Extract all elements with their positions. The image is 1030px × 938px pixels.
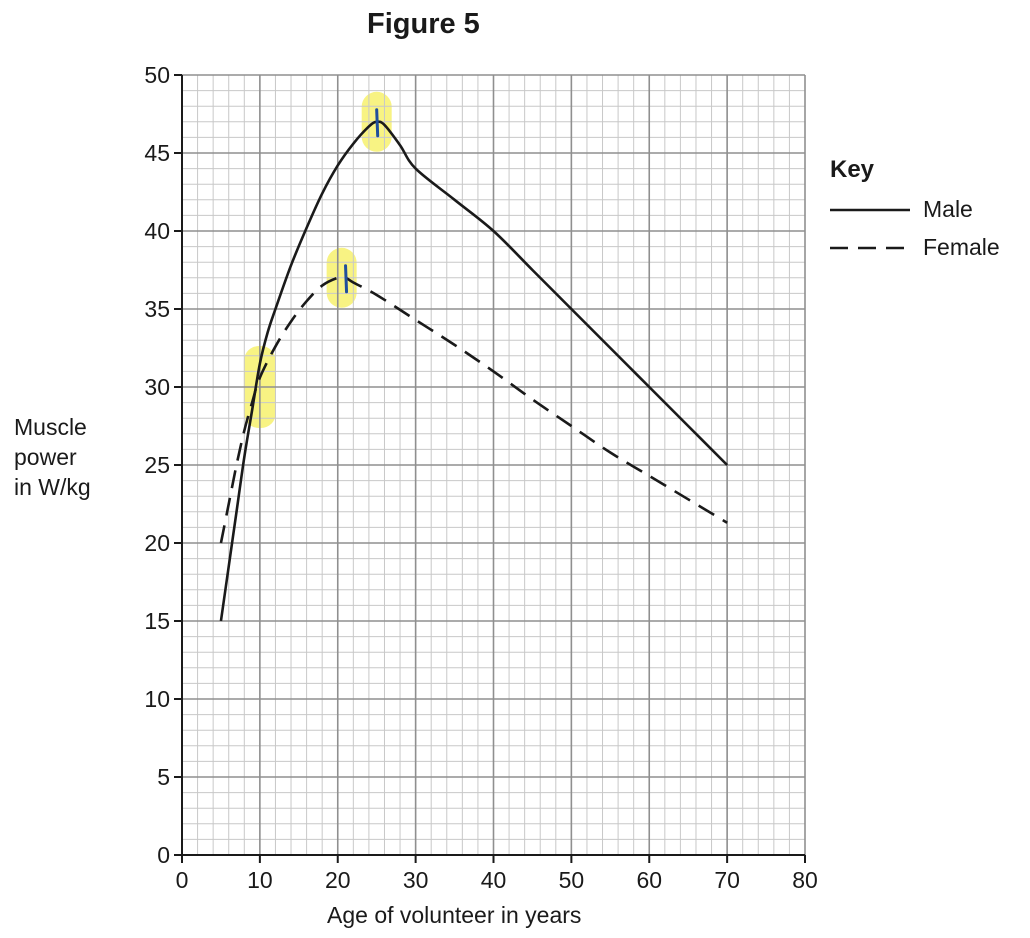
y-tick-label: 5 <box>157 764 170 790</box>
marker-layer <box>344 108 380 294</box>
legend-label-female: Female <box>923 234 1000 260</box>
tick-labels: 0 5 10 15 20 25 30 35 40 45 50 0 10 20 30 40 50 60 70 80 <box>144 62 817 893</box>
legend-title: Key <box>830 156 875 183</box>
y-tick-label: 10 <box>144 686 170 712</box>
y-tick-label: 35 <box>144 296 170 322</box>
x-tick-label: 50 <box>559 867 585 893</box>
y-axis-label-line: power <box>14 444 77 470</box>
series-line-male <box>219 120 729 622</box>
y-tick-label: 15 <box>144 608 170 634</box>
series-line-female <box>219 275 728 544</box>
y-tick-label: 40 <box>144 218 170 244</box>
x-tick-label: 0 <box>176 867 189 893</box>
y-tick-label: 25 <box>144 452 170 478</box>
y-tick-label: 30 <box>144 374 170 400</box>
axes <box>174 74 806 863</box>
y-tick-label: 50 <box>144 62 170 88</box>
x-tick-label: 20 <box>325 867 351 893</box>
y-axis-label: Muscle power in W/kg <box>14 412 134 502</box>
x-tick-label: 80 <box>792 867 818 893</box>
y-axis-label-line: Muscle <box>14 414 87 440</box>
x-tick-label: 70 <box>714 867 740 893</box>
series-layer <box>219 120 729 622</box>
peak-marker <box>375 108 380 138</box>
highlight-layer <box>243 91 392 428</box>
legend-label-male: Male <box>923 196 973 222</box>
figure-title: Figure 5 <box>367 8 480 40</box>
y-tick-label: 0 <box>157 842 170 868</box>
y-axis-label-line: in W/kg <box>14 474 91 500</box>
y-tick-label: 20 <box>144 530 170 556</box>
x-tick-label: 30 <box>403 867 429 893</box>
x-tick-label: 40 <box>481 867 507 893</box>
x-tick-label: 60 <box>636 867 662 893</box>
x-axis-label: Age of volunteer in years <box>327 902 582 928</box>
y-tick-label: 45 <box>144 140 170 166</box>
x-tick-label: 10 <box>247 867 273 893</box>
peak-marker <box>344 264 349 294</box>
legend-lines <box>830 208 910 250</box>
